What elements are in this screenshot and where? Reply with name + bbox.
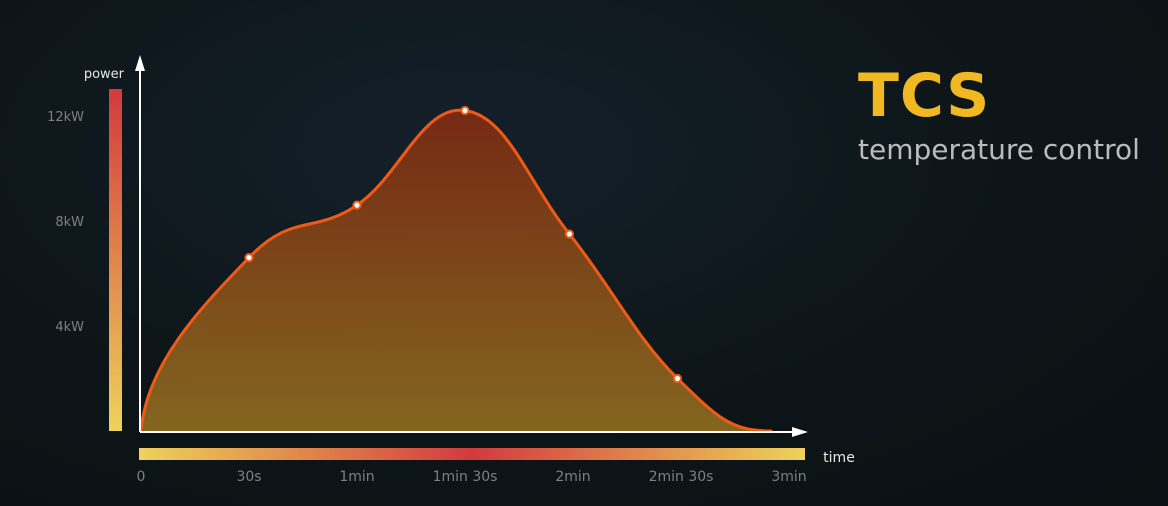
data-point bbox=[460, 105, 470, 116]
y-scale-gradient-bar bbox=[109, 89, 122, 431]
data-point bbox=[244, 253, 254, 263]
x-tick-label: 3min bbox=[771, 469, 806, 485]
y-axis-title: power bbox=[84, 67, 125, 82]
y-axis-arrow-icon bbox=[135, 55, 145, 71]
x-tick-label: 1min 30s bbox=[433, 469, 498, 485]
x-tick-label: 2min bbox=[555, 469, 590, 485]
power-area-fill bbox=[141, 110, 771, 431]
x-scale-gradient-bar bbox=[139, 448, 805, 460]
data-point bbox=[564, 229, 575, 239]
x-tick-label: 2min 30s bbox=[649, 469, 714, 485]
y-tick-label: 4kW bbox=[55, 320, 84, 335]
x-axis-title: time bbox=[823, 450, 855, 466]
data-point bbox=[352, 200, 362, 210]
x-tick-label: 30s bbox=[236, 469, 261, 485]
brand-title: TCS bbox=[858, 61, 991, 131]
data-point bbox=[672, 373, 683, 384]
x-axis-arrow-icon bbox=[792, 427, 808, 437]
brand-subtitle: temperature control bbox=[858, 133, 1140, 166]
x-tick-label: 1min bbox=[339, 469, 374, 485]
brand-block: TCS temperature control bbox=[858, 62, 1140, 168]
x-tick-label: 0 bbox=[137, 469, 146, 485]
y-tick-label: 12kW bbox=[47, 110, 84, 125]
y-tick-label: 8kW bbox=[55, 215, 84, 230]
